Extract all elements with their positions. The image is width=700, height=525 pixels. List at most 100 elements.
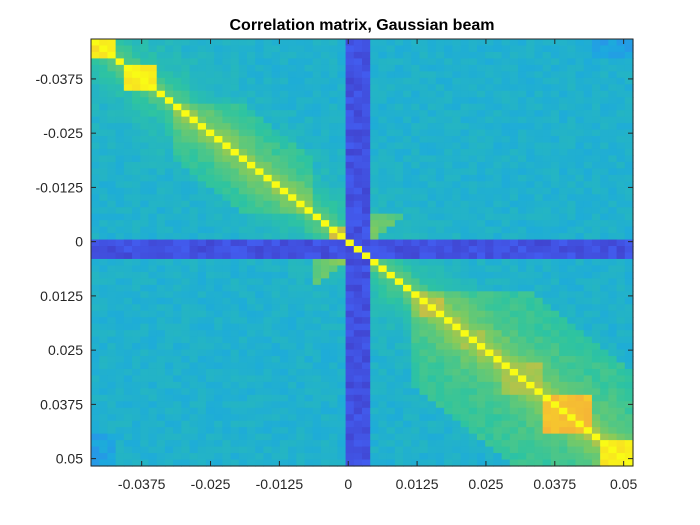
heatmap-cell: [91, 220, 100, 228]
heatmap-cell: [91, 278, 100, 286]
heatmap-cell: [534, 233, 544, 241]
heatmap-cell: [542, 187, 552, 195]
heatmap-cell: [156, 336, 166, 344]
heatmap-cell: [518, 220, 527, 228]
heatmap-cell: [107, 459, 117, 467]
heatmap-cell: [567, 343, 577, 351]
heatmap-cell: [247, 278, 256, 286]
heatmap-cell: [427, 246, 437, 254]
heatmap-cell: [91, 459, 100, 467]
heatmap-cell: [230, 284, 240, 292]
heatmap-cell: [345, 394, 355, 402]
heatmap-cell: [296, 271, 306, 279]
heatmap-cell: [320, 116, 330, 124]
heatmap-cell: [493, 368, 503, 377]
heatmap-cell: [115, 362, 125, 370]
heatmap-cell: [583, 194, 593, 202]
heatmap-cell: [353, 310, 363, 318]
heatmap-cell: [567, 220, 577, 228]
heatmap-cell: [279, 336, 289, 344]
heatmap-cell: [329, 459, 338, 467]
heatmap-cell: [608, 51, 618, 60]
heatmap-cell: [230, 278, 240, 286]
heatmap-cell: [230, 161, 240, 169]
heatmap-cell: [288, 233, 297, 241]
heatmap-cell: [173, 349, 182, 357]
heatmap-cell: [591, 233, 601, 241]
heatmap-cell: [386, 187, 396, 195]
heatmap-cell: [222, 116, 232, 124]
heatmap-cell: [132, 187, 141, 195]
heatmap-cell: [123, 271, 133, 279]
heatmap-cell: [460, 356, 470, 364]
heatmap-cell: [189, 207, 199, 215]
heatmap-cell: [91, 356, 100, 364]
heatmap-cell: [559, 58, 568, 66]
heatmap-cell: [370, 207, 380, 215]
heatmap-cell: [493, 142, 503, 150]
heatmap-cell: [329, 446, 338, 454]
heatmap-cell: [140, 330, 150, 338]
heatmap-cell: [279, 291, 289, 299]
heatmap-cell: [148, 349, 158, 357]
heatmap-cell: [476, 58, 486, 66]
heatmap-cell: [115, 129, 125, 137]
heatmap-cell: [575, 375, 585, 383]
heatmap-cell: [476, 129, 486, 137]
heatmap-cell: [476, 297, 486, 305]
heatmap-cell: [370, 278, 380, 286]
heatmap-cell: [534, 181, 544, 189]
heatmap-cell: [468, 252, 478, 260]
heatmap-cell: [624, 84, 634, 92]
heatmap-cell: [132, 291, 141, 299]
heatmap-cell: [230, 129, 240, 137]
heatmap-cell: [263, 433, 273, 441]
heatmap-cell: [304, 200, 314, 208]
heatmap-cell: [591, 349, 601, 357]
heatmap-cell: [435, 45, 445, 53]
heatmap-cell: [230, 330, 240, 338]
heatmap-cell: [263, 110, 273, 118]
heatmap-cell: [370, 336, 380, 344]
heatmap-cell: [99, 181, 109, 189]
heatmap-cell: [288, 58, 297, 66]
heatmap-cell: [181, 278, 191, 286]
heatmap-cell: [435, 258, 445, 267]
heatmap-cell: [526, 90, 536, 98]
heatmap-cell: [238, 453, 248, 461]
heatmap-cell: [567, 58, 577, 66]
heatmap-cell: [444, 407, 453, 415]
heatmap-cell: [485, 420, 494, 428]
heatmap-cell: [419, 239, 429, 247]
heatmap-cell: [230, 233, 240, 241]
heatmap-cell: [140, 161, 150, 169]
heatmap-cell: [550, 310, 560, 318]
heatmap-cell: [140, 394, 150, 402]
heatmap-cell: [304, 51, 314, 60]
heatmap-cell: [411, 161, 421, 169]
heatmap-cell: [476, 265, 486, 273]
heatmap-cell: [419, 161, 429, 169]
heatmap-cell: [370, 297, 380, 305]
heatmap-cell: [304, 453, 314, 461]
heatmap-cell: [312, 39, 322, 47]
heatmap-cell: [205, 246, 215, 254]
heatmap-cell: [107, 51, 117, 60]
heatmap-cell: [329, 349, 338, 357]
heatmap-cell: [140, 388, 150, 396]
heatmap-cell: [205, 271, 215, 279]
heatmap-cell: [583, 427, 593, 435]
heatmap-cell: [534, 142, 544, 150]
heatmap-cell: [99, 200, 109, 208]
heatmap-cell: [411, 394, 421, 402]
heatmap-cell: [378, 278, 388, 286]
heatmap-cell: [238, 304, 248, 312]
heatmap-cell: [140, 51, 150, 60]
heatmap-cell: [205, 258, 215, 267]
heatmap-cell: [107, 129, 117, 137]
heatmap-cell: [427, 433, 437, 441]
heatmap-cell: [444, 123, 453, 131]
heatmap-cell: [238, 123, 248, 131]
heatmap-cell: [378, 136, 388, 144]
heatmap-cell: [329, 116, 338, 124]
